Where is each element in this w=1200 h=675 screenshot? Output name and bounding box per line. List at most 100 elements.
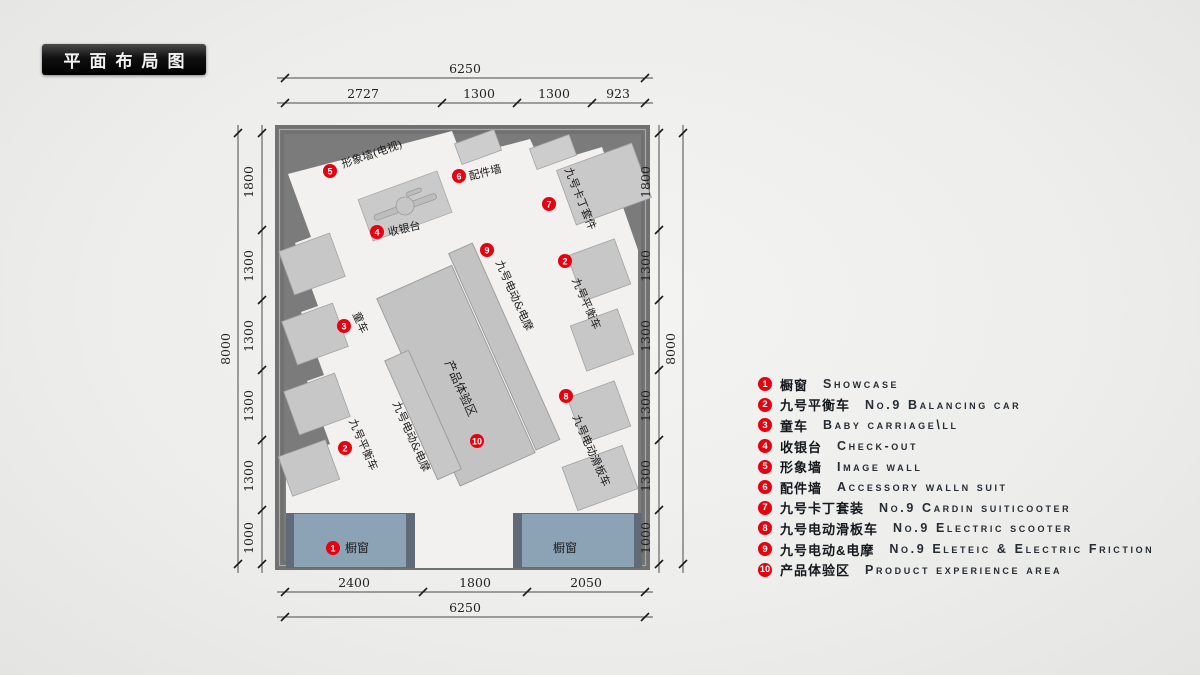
- badge-7: 7: [542, 197, 556, 211]
- floor-plan: 6250 2727 1300 1300 923 2400 1800 2050 6…: [218, 61, 688, 622]
- legend-en: No.9 Cardin suiticooter: [879, 500, 1072, 515]
- dim-right-seg: 1300: [638, 460, 653, 492]
- page-title-plate: 平面布局图: [42, 44, 206, 75]
- legend-zh: 九号卡丁套装: [780, 501, 865, 517]
- dim-top-seg: 1300: [463, 86, 495, 101]
- dim-bottom-seg: 2400: [338, 575, 370, 590]
- svg-text:5: 5: [327, 167, 332, 177]
- legend-zh: 童车: [780, 418, 809, 434]
- dim-top-seg: 923: [606, 86, 630, 101]
- legend-badge: 4: [758, 439, 772, 454]
- legend-zh: 九号电动滑板车: [780, 521, 879, 537]
- dim-left-seg: 1300: [241, 320, 256, 352]
- legend-en: No.9 Electric scooter: [893, 521, 1073, 536]
- svg-text:2: 2: [562, 257, 567, 267]
- fixture: [566, 238, 632, 302]
- dimension-labels: 6250 2727 1300 1300 923 2400 1800 2050 6…: [218, 61, 678, 615]
- legend-badge: 10: [758, 562, 772, 577]
- legend-item: 1 橱窗 Showcase: [758, 374, 1154, 395]
- legend-en: No.9 Balancing car: [865, 397, 1022, 412]
- experience-blocks: [376, 242, 561, 487]
- display-fixtures: [277, 128, 653, 512]
- badge-8: 8: [559, 389, 573, 403]
- legend-zh: 配件墙: [780, 480, 823, 496]
- dim-top-seg: 1300: [538, 86, 570, 101]
- legend-item: 4 收银台 Check-out: [758, 436, 1154, 457]
- legend-badge: 8: [758, 521, 772, 536]
- svg-text:6: 6: [456, 172, 461, 182]
- dim-right-seg: 1300: [638, 390, 653, 422]
- legend-en: Baby carriage\ll: [823, 418, 959, 433]
- dim-right-seg: 1000: [638, 522, 653, 554]
- fixture: [277, 439, 341, 497]
- svg-text:9: 9: [484, 246, 489, 256]
- fixture: [453, 128, 503, 166]
- badge-2: 2: [558, 254, 572, 268]
- svg-text:2: 2: [342, 444, 347, 454]
- dim-bottom-seg: 2050: [570, 575, 602, 590]
- dim-left-seg: 1300: [241, 390, 256, 422]
- legend-zh: 收银台: [780, 439, 823, 455]
- showcases: [286, 513, 642, 568]
- dim-top-total: 6250: [449, 61, 481, 76]
- showcase-right-window: [522, 514, 634, 567]
- dim-right-total: 8000: [663, 333, 678, 365]
- label-showcase-left: 橱窗: [345, 541, 369, 555]
- legend-item: 10 产品体验区 Product experience area: [758, 559, 1154, 580]
- cash-desk: [357, 170, 453, 242]
- scooter-display-strip: [448, 242, 561, 451]
- svg-text:8: 8: [563, 392, 568, 402]
- badge-1: 1: [326, 541, 340, 555]
- showcase-left-window: [294, 514, 406, 567]
- dim-bottom-total: 6250: [449, 600, 481, 615]
- legend-item: 6 配件墙 Accessory walln suit: [758, 477, 1154, 498]
- scooter-display-strip: [384, 349, 462, 481]
- legend-badge: 7: [758, 500, 772, 515]
- legend-item: 8 九号电动滑板车 No.9 Electric scooter: [758, 518, 1154, 539]
- dim-right-seg: 1800: [638, 166, 653, 198]
- legend-en: Showcase: [823, 377, 900, 392]
- fixture: [569, 308, 635, 372]
- badge-6: 6: [452, 169, 466, 183]
- legend-zh: 九号平衡车: [780, 398, 851, 414]
- legend-zh: 产品体验区: [780, 563, 851, 579]
- svg-text:1: 1: [330, 544, 335, 554]
- legend: 1 橱窗 Showcase 2 九号平衡车 No.9 Balancing car 3 童车…: [758, 374, 1154, 580]
- legend-zh: 形象墙: [780, 460, 823, 476]
- badge-10: 10: [470, 434, 484, 448]
- fixture: [561, 444, 639, 512]
- dim-left-seg: 1800: [241, 166, 256, 198]
- legend-item: 9 九号电动&电摩 No.9 Eleteic & Electric Friction: [758, 539, 1154, 560]
- page-title: 平面布局图: [63, 52, 194, 72]
- fixture: [283, 372, 351, 436]
- svg-text:3: 3: [341, 322, 346, 332]
- scooter-icon: [373, 187, 437, 221]
- dim-left-seg: 1300: [241, 250, 256, 282]
- legend-item: 7 九号卡丁套装 No.9 Cardin suiticooter: [758, 498, 1154, 519]
- legend-en: No.9 Eleteic & Electric Friction: [889, 542, 1155, 557]
- dim-top-seg: 2727: [347, 86, 379, 101]
- legend-badge: 2: [758, 397, 772, 412]
- legend-en: Accessory walln suit: [837, 480, 1008, 495]
- dimension-lines: [237, 77, 684, 618]
- legend-zh: 九号电动&电摩: [780, 542, 875, 558]
- badge-2b: 2: [338, 441, 352, 455]
- legend-en: Check-out: [837, 439, 919, 454]
- legend-badge: 9: [758, 542, 772, 557]
- legend-badge: 6: [758, 480, 772, 495]
- dim-left-seg: 1000: [241, 522, 256, 554]
- legend-zh: 橱窗: [780, 377, 809, 393]
- fixture: [528, 133, 578, 171]
- zone-badges: 5 6 7 4 9 2 3 8 10 2 1: [323, 164, 573, 555]
- svg-text:7: 7: [546, 200, 551, 210]
- svg-text:10: 10: [472, 437, 482, 447]
- fixture: [278, 232, 346, 296]
- label-showcase-right: 橱窗: [553, 541, 577, 555]
- legend-badge: 5: [758, 459, 772, 474]
- dim-right-seg: 1300: [638, 250, 653, 282]
- badge-9: 9: [480, 243, 494, 257]
- dim-right-seg: 1300: [638, 320, 653, 352]
- fixture: [566, 380, 632, 444]
- svg-text:4: 4: [374, 228, 379, 238]
